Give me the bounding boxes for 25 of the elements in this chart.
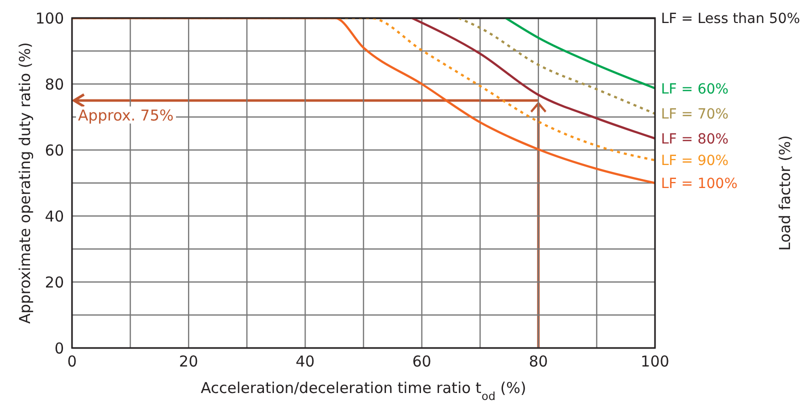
line-series [504,18,655,90]
y-tick-label: 20 [44,273,64,292]
annotation: Approx. 75% [78,106,174,124]
series-label: LF = 90% [661,153,729,170]
x-axis-title: Acceleration/deceleration time ratio t$_{od}$ (%) [200,379,526,402]
text: Load factor (%) [776,135,794,251]
x-tick-label: 100 [640,352,670,371]
x-tick-label: 60 [412,352,432,371]
y-tick-label: 100 [35,9,64,28]
series-label: LF = 80% [661,131,729,148]
y-axis-title: Approximate operating duty ratio (%) [16,42,34,324]
y-tick-label: 0 [54,339,64,358]
x-tick-label: 0 [67,352,77,371]
series-label: LF = Less than 50% [661,11,800,27]
line-series [410,18,655,140]
x-tick-label: 40 [296,352,315,371]
x-tick-label: 80 [528,352,548,371]
y-tick-label: 80 [44,75,64,94]
line-series [457,18,655,115]
y-tick-label: 60 [44,141,64,160]
y-tick-label: 40 [44,207,64,226]
x-tick-label: 20 [179,352,198,371]
series-label: LF = 100% [661,176,738,192]
series-label: LF = 60% [661,81,729,98]
series-label: LF = 70% [661,106,729,123]
